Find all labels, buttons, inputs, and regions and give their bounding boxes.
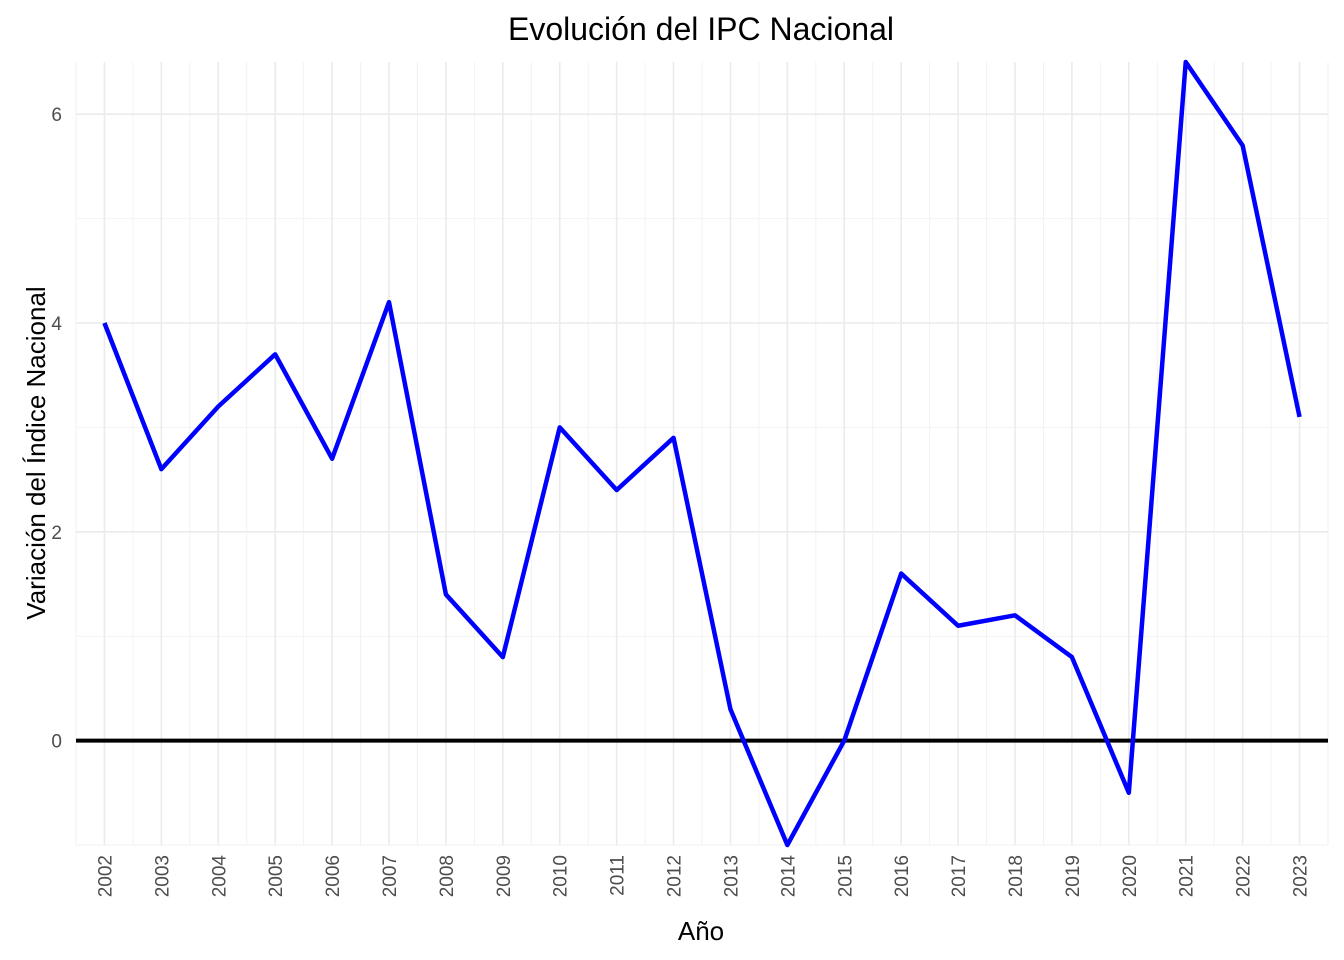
y-tick-label: 6 xyxy=(51,105,62,126)
x-tick-label: 2003 xyxy=(152,855,173,897)
x-tick-label: 2019 xyxy=(1063,855,1084,897)
x-axis-title: Año xyxy=(678,916,724,946)
x-tick-label: 2002 xyxy=(95,855,116,897)
chart-title: Evolución del IPC Nacional xyxy=(508,11,894,47)
x-tick-label: 2008 xyxy=(437,855,458,897)
x-tick-label: 2021 xyxy=(1177,855,1198,897)
x-tick-label: 2011 xyxy=(608,855,629,896)
y-tick-label: 0 xyxy=(51,732,62,753)
x-tick-label: 2005 xyxy=(266,855,287,897)
x-tick-label: 2018 xyxy=(1006,855,1027,897)
x-tick-label: 2010 xyxy=(551,855,572,897)
y-tick-label: 4 xyxy=(51,314,62,335)
y-tick-label: 2 xyxy=(51,523,62,544)
series-line-1 xyxy=(102,59,1302,848)
x-tick-label: 2013 xyxy=(721,855,742,897)
series-lines xyxy=(102,59,1302,848)
x-tick-label: 2006 xyxy=(323,855,344,897)
x-tick-label: 2014 xyxy=(778,855,799,898)
x-tick-label: 2009 xyxy=(494,855,515,897)
grid xyxy=(75,62,1329,846)
x-tick-label: 2023 xyxy=(1291,855,1312,897)
x-tick-label: 2004 xyxy=(209,855,230,898)
x-tick-label: 2015 xyxy=(835,855,856,897)
x-tick-label: 2020 xyxy=(1120,855,1141,897)
x-tick-label: 2007 xyxy=(380,855,401,897)
x-tick-label: 2012 xyxy=(665,855,686,897)
y-axis-title: Variación del Índice Nacional xyxy=(21,286,51,619)
x-tick-label: 2017 xyxy=(949,855,970,897)
x-tick-label: 2016 xyxy=(892,855,913,897)
y-axis-ticks: 0 2 4 6 xyxy=(51,105,62,752)
x-tick-label: 2022 xyxy=(1234,855,1255,897)
x-axis-ticks: 2002 2003 2004 2005 2006 2007 2008 2009 2010 2011… xyxy=(95,855,1311,898)
